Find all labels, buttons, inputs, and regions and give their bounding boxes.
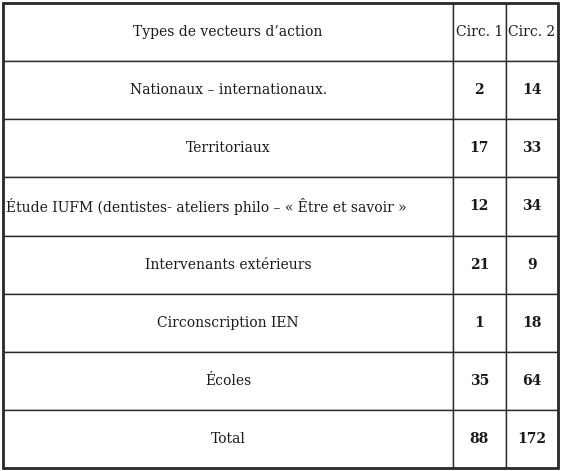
Bar xyxy=(453,119,505,178)
Bar xyxy=(505,3,558,61)
Text: 18: 18 xyxy=(522,316,541,330)
Text: Intervenants extérieurs: Intervenants extérieurs xyxy=(145,258,311,272)
Bar xyxy=(453,3,505,61)
Text: Circ. 1: Circ. 1 xyxy=(456,25,503,39)
Text: 1: 1 xyxy=(475,316,484,330)
Bar xyxy=(3,236,453,293)
Bar xyxy=(453,410,505,468)
Text: Nationaux – internationaux.: Nationaux – internationaux. xyxy=(130,83,327,97)
Bar xyxy=(3,293,453,352)
Bar xyxy=(505,410,558,468)
Text: 35: 35 xyxy=(470,374,489,388)
Bar xyxy=(453,61,505,119)
Text: 34: 34 xyxy=(522,199,541,213)
Text: Territoriaux: Territoriaux xyxy=(186,141,270,155)
Bar xyxy=(453,352,505,410)
Text: 21: 21 xyxy=(470,258,489,272)
Bar xyxy=(505,236,558,293)
Bar xyxy=(3,61,453,119)
Bar xyxy=(453,236,505,293)
Bar xyxy=(505,61,558,119)
Text: 17: 17 xyxy=(470,141,489,155)
Text: Étude IUFM (dentistes- ateliers philo – « Être et savoir »: Étude IUFM (dentistes- ateliers philo – … xyxy=(6,198,407,215)
Bar xyxy=(505,178,558,236)
Bar xyxy=(3,3,453,61)
Bar xyxy=(505,352,558,410)
Text: Circ. 2: Circ. 2 xyxy=(508,25,555,39)
Text: 172: 172 xyxy=(517,432,546,446)
Bar xyxy=(3,410,453,468)
Text: 33: 33 xyxy=(522,141,541,155)
Text: 64: 64 xyxy=(522,374,541,388)
Text: Types de vecteurs d’action: Types de vecteurs d’action xyxy=(134,25,323,39)
Bar xyxy=(3,178,453,236)
Text: Circonscription IEN: Circonscription IEN xyxy=(157,316,299,330)
Bar xyxy=(505,119,558,178)
Text: 9: 9 xyxy=(527,258,536,272)
Bar xyxy=(505,293,558,352)
Text: Écoles: Écoles xyxy=(205,374,251,388)
Text: 2: 2 xyxy=(475,83,484,97)
Bar xyxy=(453,178,505,236)
Text: 14: 14 xyxy=(522,83,541,97)
Bar xyxy=(453,293,505,352)
Text: Total: Total xyxy=(210,432,246,446)
Text: 88: 88 xyxy=(470,432,489,446)
Text: 12: 12 xyxy=(470,199,489,213)
Bar xyxy=(3,352,453,410)
Bar xyxy=(3,119,453,178)
